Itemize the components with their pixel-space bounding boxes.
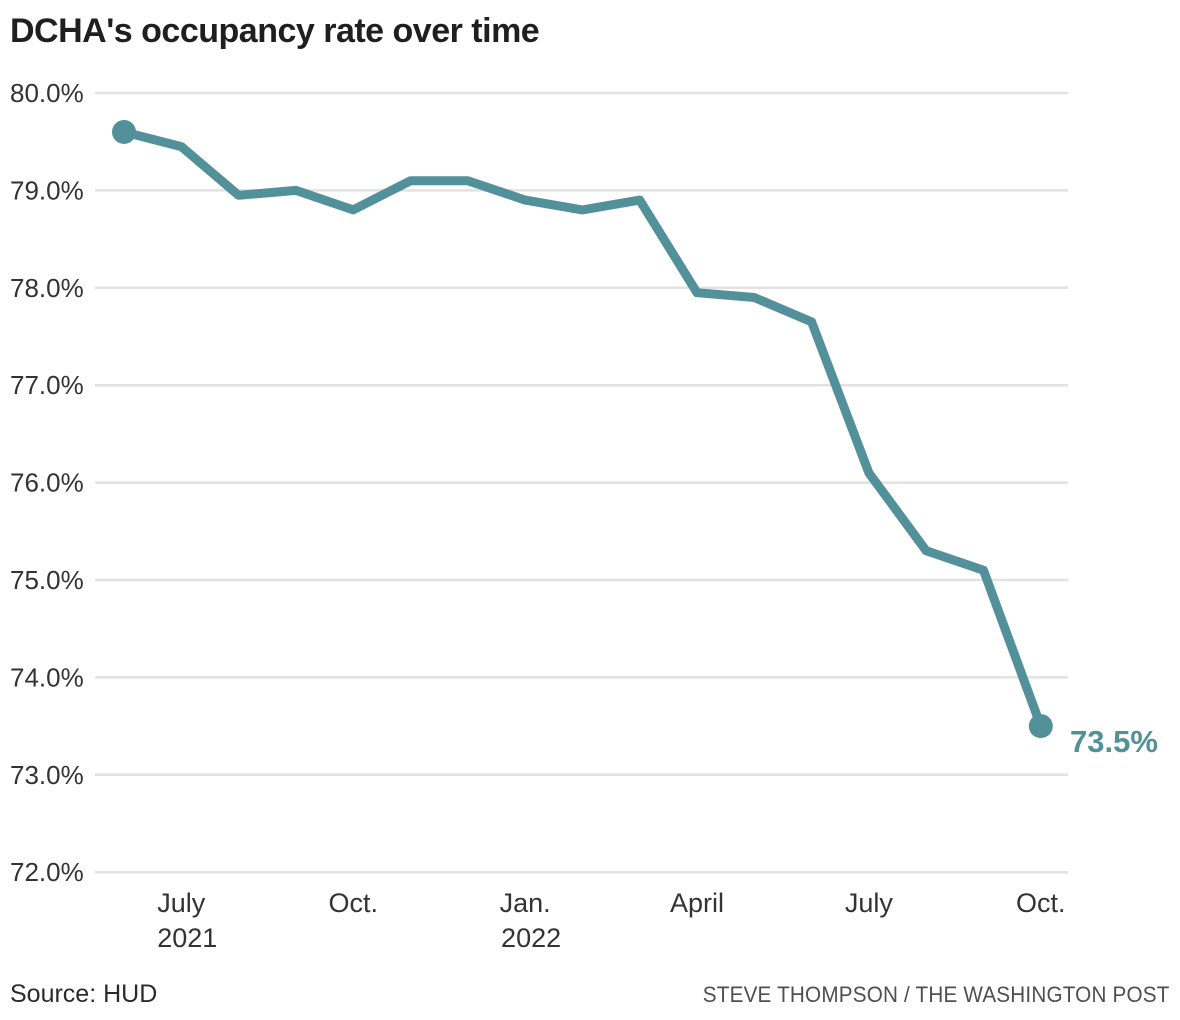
chart-title: DCHA's occupancy rate over time: [10, 12, 540, 50]
x-tick-label: July: [845, 888, 894, 918]
chart-footer: Source: HUD STEVE THOMPSON / THE WASHING…: [10, 980, 1170, 1009]
y-tick-label: 76.0%: [10, 468, 84, 498]
end-value-label: 73.5%: [1070, 724, 1158, 759]
y-tick-label: 80.0%: [10, 78, 84, 108]
x-tick-year-label: 2022: [501, 923, 561, 953]
y-tick-label: 77.0%: [10, 370, 84, 400]
y-tick-label: 72.0%: [10, 857, 84, 887]
y-tick-label: 79.0%: [10, 175, 84, 205]
x-tick-label: April: [670, 888, 724, 918]
source-note: Source: HUD: [10, 980, 158, 1008]
x-tick-label: Oct.: [328, 888, 378, 918]
y-tick-label: 74.0%: [10, 662, 84, 692]
x-tick-label: Oct.: [1016, 888, 1066, 918]
y-tick-label: 78.0%: [10, 273, 84, 303]
start-point-marker: [112, 119, 136, 144]
x-tick-label: Jan.: [500, 888, 551, 918]
occupancy-rate-line: [122, 127, 1046, 728]
byline-credit: STEVE THOMPSON / THE WASHINGTON POST: [703, 982, 1170, 1007]
x-tick-year-label: 2021: [157, 923, 217, 953]
y-tick-label: 73.0%: [10, 760, 84, 790]
line-chart: 80.0% 79.0% 78.0% 77.0% 76.0% 75.0% 74.0% 73.0%…: [10, 78, 1158, 953]
x-tick-label: July: [157, 888, 206, 918]
y-tick-label: 75.0%: [10, 565, 84, 595]
end-point-marker: [1028, 714, 1053, 739]
